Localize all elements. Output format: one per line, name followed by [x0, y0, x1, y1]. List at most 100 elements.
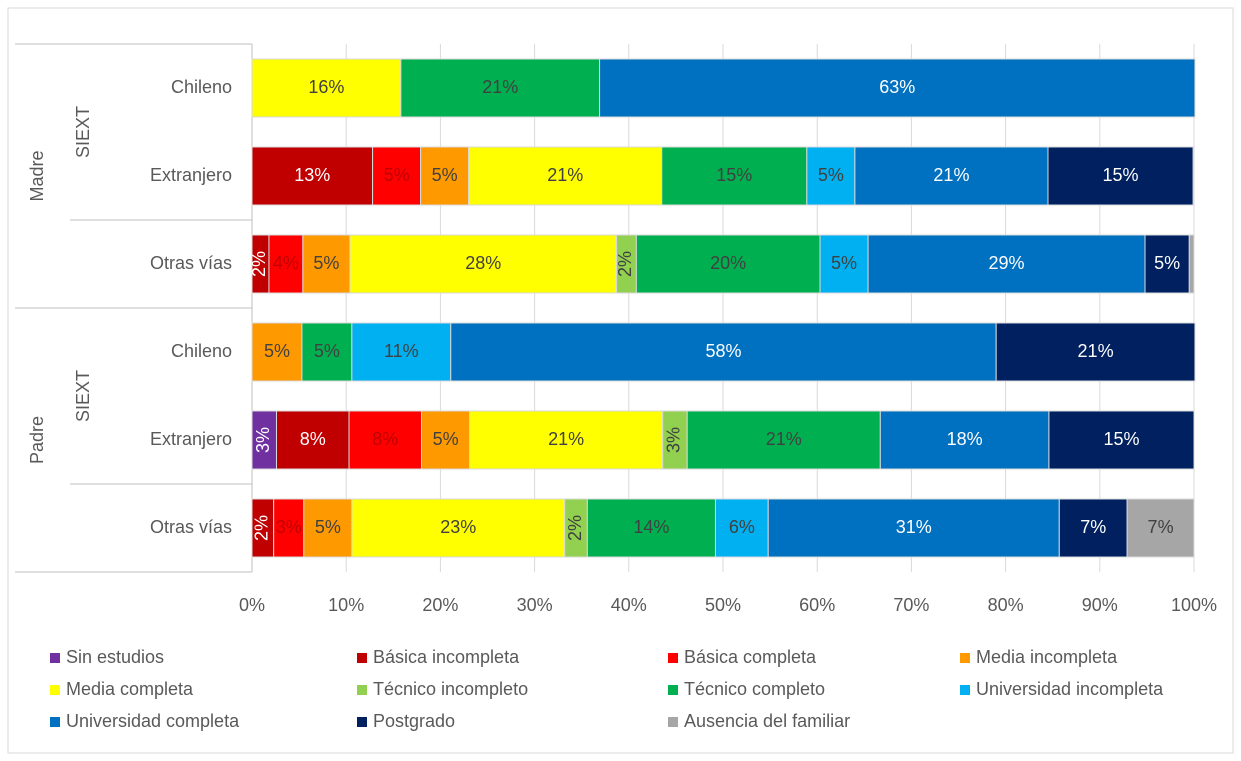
bar-segment: [767, 498, 1060, 558]
y-tick-label: Extranjero: [150, 165, 232, 185]
bar-segment: [348, 410, 423, 470]
legend-label: Universidad completa: [66, 711, 240, 731]
data-label: 2%: [565, 515, 585, 541]
data-label: 31%: [896, 517, 932, 537]
data-label: 5%: [433, 429, 459, 449]
data-label: 5%: [432, 165, 458, 185]
data-label: 13%: [294, 165, 330, 185]
bar-segment: [599, 58, 1196, 118]
data-label: 5%: [818, 165, 844, 185]
data-label: 4%: [273, 253, 299, 273]
bar-segment: [400, 58, 601, 118]
x-tick-label: 100%: [1171, 595, 1217, 615]
data-label: 15%: [1103, 429, 1139, 449]
bar-segment: [268, 234, 304, 294]
y-tick-label: Chileno: [171, 341, 232, 361]
data-label: 58%: [705, 341, 741, 361]
data-label: 21%: [1078, 341, 1114, 361]
data-label: 21%: [482, 77, 518, 97]
bar-segment: [1188, 234, 1195, 294]
bar-segment: [714, 498, 769, 558]
data-label: 3%: [253, 427, 273, 453]
data-label: 21%: [766, 429, 802, 449]
data-label: 7%: [1080, 517, 1106, 537]
legend-label: Ausencia del familiar: [684, 711, 850, 731]
legend-label: Básica completa: [684, 647, 817, 667]
bar-segment: [251, 58, 402, 118]
legend-label: Media incompleta: [976, 647, 1118, 667]
legend-swatch: [50, 685, 60, 695]
bar-segment: [349, 234, 618, 294]
data-label: 5%: [831, 253, 857, 273]
data-label: 15%: [716, 165, 752, 185]
bar-segment: [686, 410, 881, 470]
bar-segment: [1126, 498, 1195, 558]
data-label: 21%: [547, 165, 583, 185]
data-label: 23%: [440, 517, 476, 537]
bar-segment: [995, 322, 1196, 382]
bar-segment: [586, 498, 716, 558]
y-tick-label: Otras vías: [150, 253, 232, 273]
bar-segment: [251, 322, 303, 382]
data-label: 14%: [633, 517, 669, 537]
data-label: 8%: [372, 429, 398, 449]
subgroup-label: SIEXT: [73, 370, 93, 422]
legend-swatch: [50, 717, 60, 727]
bar-segment: [372, 146, 422, 206]
data-label: 5%: [264, 341, 290, 361]
data-label: 15%: [1103, 165, 1139, 185]
bar-segment: [351, 322, 452, 382]
data-label: 16%: [308, 77, 344, 97]
legend-swatch: [357, 653, 367, 663]
legend-label: Universidad incompleta: [976, 679, 1164, 699]
legend-swatch: [50, 653, 60, 663]
x-tick-label: 90%: [1082, 595, 1118, 615]
group-label: Madre: [27, 150, 47, 201]
data-label: 21%: [548, 429, 584, 449]
bar-segment: [302, 234, 351, 294]
bar-segment: [1047, 146, 1194, 206]
data-label: 7%: [1148, 517, 1174, 537]
data-label: 3%: [276, 517, 302, 537]
x-tick-label: 50%: [705, 595, 741, 615]
data-label: 3%: [664, 427, 684, 453]
data-label: 6%: [729, 517, 755, 537]
bar-segment: [635, 234, 821, 294]
bar-segment: [1144, 234, 1190, 294]
group-label: Padre: [27, 416, 47, 464]
data-label: 2%: [249, 251, 269, 277]
legend-swatch: [668, 653, 678, 663]
data-label: 8%: [300, 429, 326, 449]
bar-segment: [819, 234, 869, 294]
data-label: 5%: [384, 165, 410, 185]
legend-label: Media completa: [66, 679, 194, 699]
bar-segment: [469, 410, 664, 470]
data-label: 29%: [989, 253, 1025, 273]
legend-swatch: [357, 717, 367, 727]
bar-segment: [854, 146, 1049, 206]
bar-segment: [301, 322, 353, 382]
legend-swatch: [668, 685, 678, 695]
legend-swatch: [357, 685, 367, 695]
bar-segment: [1048, 410, 1195, 470]
x-tick-label: 0%: [239, 595, 265, 615]
data-label: 2%: [615, 251, 635, 277]
data-label: 5%: [1154, 253, 1180, 273]
data-label: 63%: [879, 77, 915, 97]
legend-label: Técnico completo: [684, 679, 825, 699]
y-tick-label: Otras vías: [150, 517, 232, 537]
y-tick-label: Extranjero: [150, 429, 232, 449]
x-tick-label: 10%: [328, 595, 364, 615]
data-label: 18%: [947, 429, 983, 449]
legend-label: Postgrado: [373, 711, 455, 731]
data-label: 21%: [933, 165, 969, 185]
bar-segment: [806, 146, 856, 206]
subgroup-label: SIEXT: [73, 106, 93, 158]
y-tick-label: Chileno: [171, 77, 232, 97]
data-label: 5%: [313, 253, 339, 273]
bar-segment: [468, 146, 663, 206]
bar-segment: [275, 410, 350, 470]
x-tick-label: 70%: [893, 595, 929, 615]
